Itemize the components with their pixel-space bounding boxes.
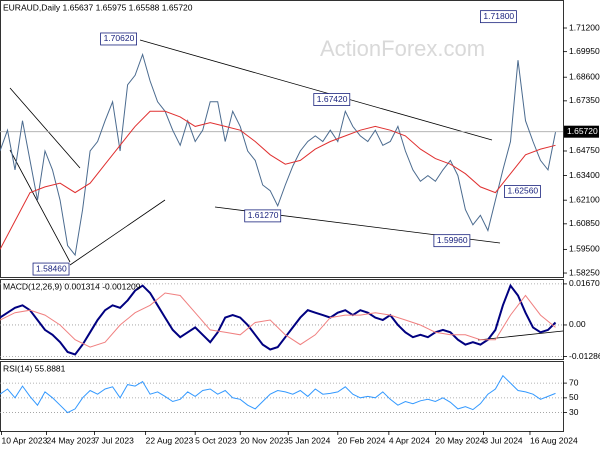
series-line <box>0 374 556 414</box>
series-line <box>0 110 556 250</box>
annotation-box <box>313 93 351 106</box>
panel-frame <box>0 0 564 278</box>
annotation-label: 1.61270 <box>248 210 279 220</box>
x-tick-label: 5 Oct 2023 <box>195 435 237 445</box>
annotation-label: 1.70620 <box>104 33 135 43</box>
x-tick-label: 4 Apr 2024 <box>389 435 430 445</box>
y-tick-label: 1.59500 <box>569 244 600 254</box>
trendline <box>9 149 71 263</box>
trendline <box>69 199 166 266</box>
series-line <box>0 52 556 257</box>
y-tick-label: 1.67350 <box>569 95 600 105</box>
annotation-box <box>504 185 541 198</box>
annotation-label: 1.59960 <box>437 235 468 245</box>
panel-frame <box>0 279 564 360</box>
series-line <box>0 292 556 348</box>
last-price-label: 1.65720 <box>567 126 598 136</box>
annotation-box <box>244 209 282 223</box>
annotation-label: 1.67420 <box>317 94 348 104</box>
x-tick-label: 7 Jul 2023 <box>95 435 134 445</box>
trendline <box>477 330 564 341</box>
y-tick-label: 0.016704 <box>569 278 600 288</box>
annotation-label: 1.62560 <box>507 186 538 196</box>
annotation-box <box>100 32 137 46</box>
watermark: ActionForex.com <box>320 36 485 61</box>
x-tick-label: 3 Jul 2024 <box>483 435 522 445</box>
y-tick-label: -0.012869 <box>569 351 600 361</box>
annotation-label: 1.71800 <box>483 11 514 21</box>
last-price-box <box>564 125 599 138</box>
y-tick-label: 1.60850 <box>569 218 600 228</box>
panel-frame <box>0 361 564 432</box>
y-tick-label: 1.68600 <box>569 71 600 81</box>
x-tick-label: 5 Jan 2024 <box>288 435 330 445</box>
y-tick-label: 1.71200 <box>569 22 600 32</box>
y-tick-label: 1.62100 <box>569 194 600 204</box>
y-tick-label: 1.64750 <box>569 145 600 155</box>
y-tick-label: 50 <box>569 392 579 402</box>
x-tick-label: 20 Nov 2023 <box>240 435 288 445</box>
x-tick-label: 22 Aug 2023 <box>146 435 194 445</box>
x-tick-label: 16 Aug 2024 <box>530 435 578 445</box>
y-tick-label: 0.00 <box>569 319 586 329</box>
y-tick-label: 70 <box>569 377 579 387</box>
y-tick-label: 1.58250 <box>569 267 600 277</box>
x-tick-label: 10 Apr 2023 <box>2 435 48 445</box>
trendline <box>9 87 81 169</box>
annotation-box <box>433 234 471 248</box>
panel-title: MACD(12,26,9) 0.001314 -0.001209 <box>3 281 141 291</box>
panel-title: EURAUD,Daily 1.65637 1.65975 1.65588 1.6… <box>3 2 193 12</box>
series-line <box>0 283 557 356</box>
trendlines <box>9 39 564 341</box>
x-tick-label: 20 May 2024 <box>435 435 484 445</box>
panel-title: RSI(14) 55.8881 <box>3 363 66 373</box>
annotation-box <box>32 262 70 276</box>
annotation-box <box>480 10 517 24</box>
y-tick-label: 1.63400 <box>569 170 600 180</box>
x-tick-label: 20 Feb 2024 <box>338 435 386 445</box>
trendline <box>139 39 493 141</box>
x-tick-label: 24 May 2023 <box>47 435 96 445</box>
y-tick-label: 30 <box>569 407 579 417</box>
annotation-label: 1.58460 <box>36 263 67 273</box>
y-tick-label: 1.69950 <box>569 46 600 56</box>
